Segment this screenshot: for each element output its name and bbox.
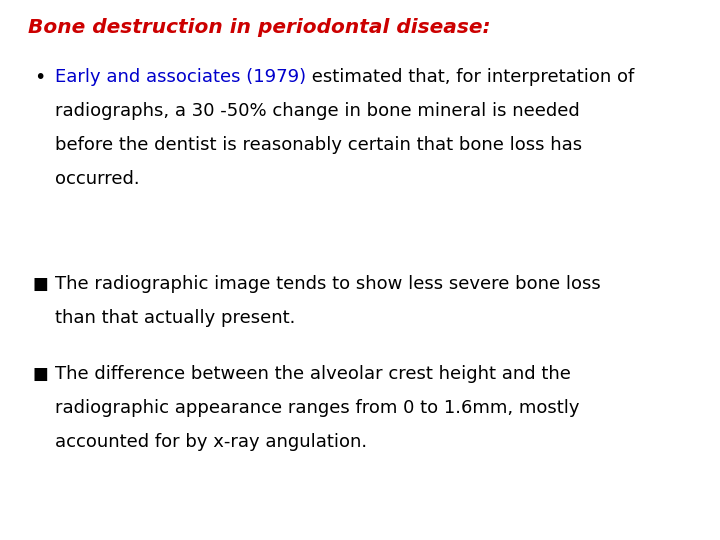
Text: •: •	[34, 68, 45, 87]
Text: before the dentist is reasonably certain that bone loss has: before the dentist is reasonably certain…	[55, 136, 582, 154]
Text: occurred.: occurred.	[55, 170, 140, 188]
Text: Bone destruction in periodontal disease:: Bone destruction in periodontal disease:	[28, 18, 490, 37]
Text: ■: ■	[32, 275, 48, 293]
Text: The difference between the alveolar crest height and the: The difference between the alveolar cres…	[55, 365, 571, 383]
Text: accounted for by x-ray angulation.: accounted for by x-ray angulation.	[55, 433, 367, 451]
Text: radiographs, a 30 -50% change in bone mineral is needed: radiographs, a 30 -50% change in bone mi…	[55, 102, 580, 120]
Text: estimated that, for interpretation of: estimated that, for interpretation of	[306, 68, 634, 86]
Text: The radiographic image tends to show less severe bone loss: The radiographic image tends to show les…	[55, 275, 600, 293]
Text: radiographic appearance ranges from 0 to 1.6mm, mostly: radiographic appearance ranges from 0 to…	[55, 399, 580, 417]
Text: than that actually present.: than that actually present.	[55, 309, 295, 327]
Text: ■: ■	[32, 365, 48, 383]
Text: Early and associates (1979): Early and associates (1979)	[55, 68, 306, 86]
